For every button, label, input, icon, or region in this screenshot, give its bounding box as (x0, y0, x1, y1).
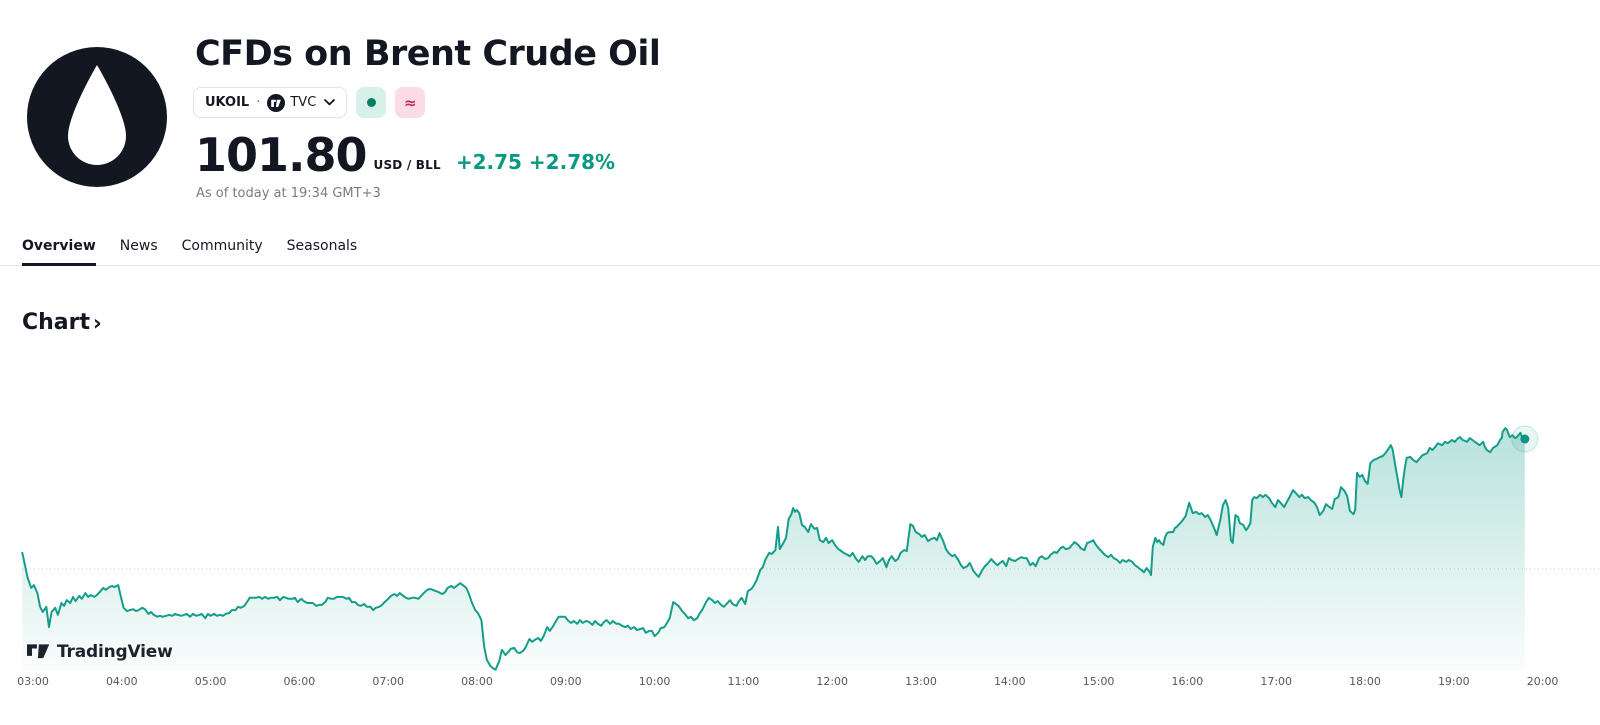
tab-news[interactable]: News (119, 238, 158, 254)
tab-bar: Overview News Community Seasonals (22, 238, 357, 266)
x-axis-label: 14:00 (993, 675, 1026, 688)
x-axis: 03:00 04:00 05:00 06:00 07:00 08:00 09:00 10:00… (0, 675, 1600, 691)
x-axis-label: 11:00 (727, 675, 760, 688)
oil-drop-icon (27, 47, 167, 187)
symbol-switcher-button[interactable]: UKOIL · TVC (193, 87, 348, 118)
symbol-meta-row: UKOIL · TVC ≈ (193, 87, 426, 118)
price-line (21, 427, 1526, 671)
price-unit: USD / BLL (373, 158, 441, 172)
tab-overview[interactable]: Overview (22, 238, 96, 266)
symbol-code: UKOIL (205, 95, 250, 110)
page-title: CFDs on Brent Crude Oil (195, 34, 661, 74)
x-axis-label: 13:00 (905, 675, 937, 688)
price-change-pct: +2.78% (528, 150, 616, 174)
x-axis-label: 16:00 (1171, 675, 1204, 688)
price-area-fill (22, 428, 1525, 671)
last-price-dot-icon (1520, 434, 1530, 444)
x-axis-label: 15:00 (1082, 675, 1115, 688)
x-axis-label: 09:00 (549, 675, 582, 688)
x-axis-label: 12:00 (816, 675, 849, 688)
x-axis-label: 17:00 (1260, 675, 1293, 688)
as-of-timestamp: As of today at 19:34 GMT+3 (196, 186, 381, 201)
x-axis-label: 20:00 (1526, 675, 1559, 688)
tab-seasonals[interactable]: Seasonals (286, 238, 358, 254)
approx-icon: ≈ (403, 93, 417, 112)
chevron-down-icon (324, 99, 336, 106)
tabs-divider (0, 265, 1600, 266)
x-axis-label: 05:00 (194, 675, 227, 688)
x-axis-label: 08:00 (461, 675, 493, 688)
tab-community[interactable]: Community (181, 238, 263, 254)
chart-section-link[interactable]: Chart › (22, 310, 102, 335)
price-block: 101.80 USD / BLL +2.75 +2.78% (195, 126, 615, 182)
x-axis-label: 04:00 (105, 675, 138, 688)
market-status-badge[interactable] (356, 87, 387, 118)
chart-section-title: Chart (22, 310, 91, 335)
symbol-logo (27, 47, 167, 187)
watermark-text: TradingView (57, 642, 173, 662)
tradingview-mark-icon (27, 644, 50, 659)
last-price: 101.80 (195, 128, 368, 182)
chevron-right-icon: › (93, 311, 102, 335)
x-axis-label: 03:00 (17, 675, 49, 688)
delayed-data-badge[interactable]: ≈ (395, 87, 426, 118)
price-change: +2.75 +2.78% (456, 150, 615, 174)
x-axis-label: 18:00 (1349, 675, 1381, 688)
x-axis-label: 06:00 (283, 675, 316, 688)
x-axis-label: 07:00 (372, 675, 405, 688)
market-open-dot-icon (366, 98, 376, 107)
price-change-abs: +2.75 (455, 150, 522, 174)
exchange-code: TVC (290, 95, 317, 110)
tradingview-logo-icon (267, 93, 286, 112)
tradingview-watermark-link[interactable]: TradingView (27, 642, 173, 662)
x-axis-label: 10:00 (638, 675, 671, 688)
last-price-halo (1511, 425, 1539, 453)
x-axis-label: 19:00 (1437, 675, 1470, 688)
separator-dot: · (256, 95, 261, 110)
